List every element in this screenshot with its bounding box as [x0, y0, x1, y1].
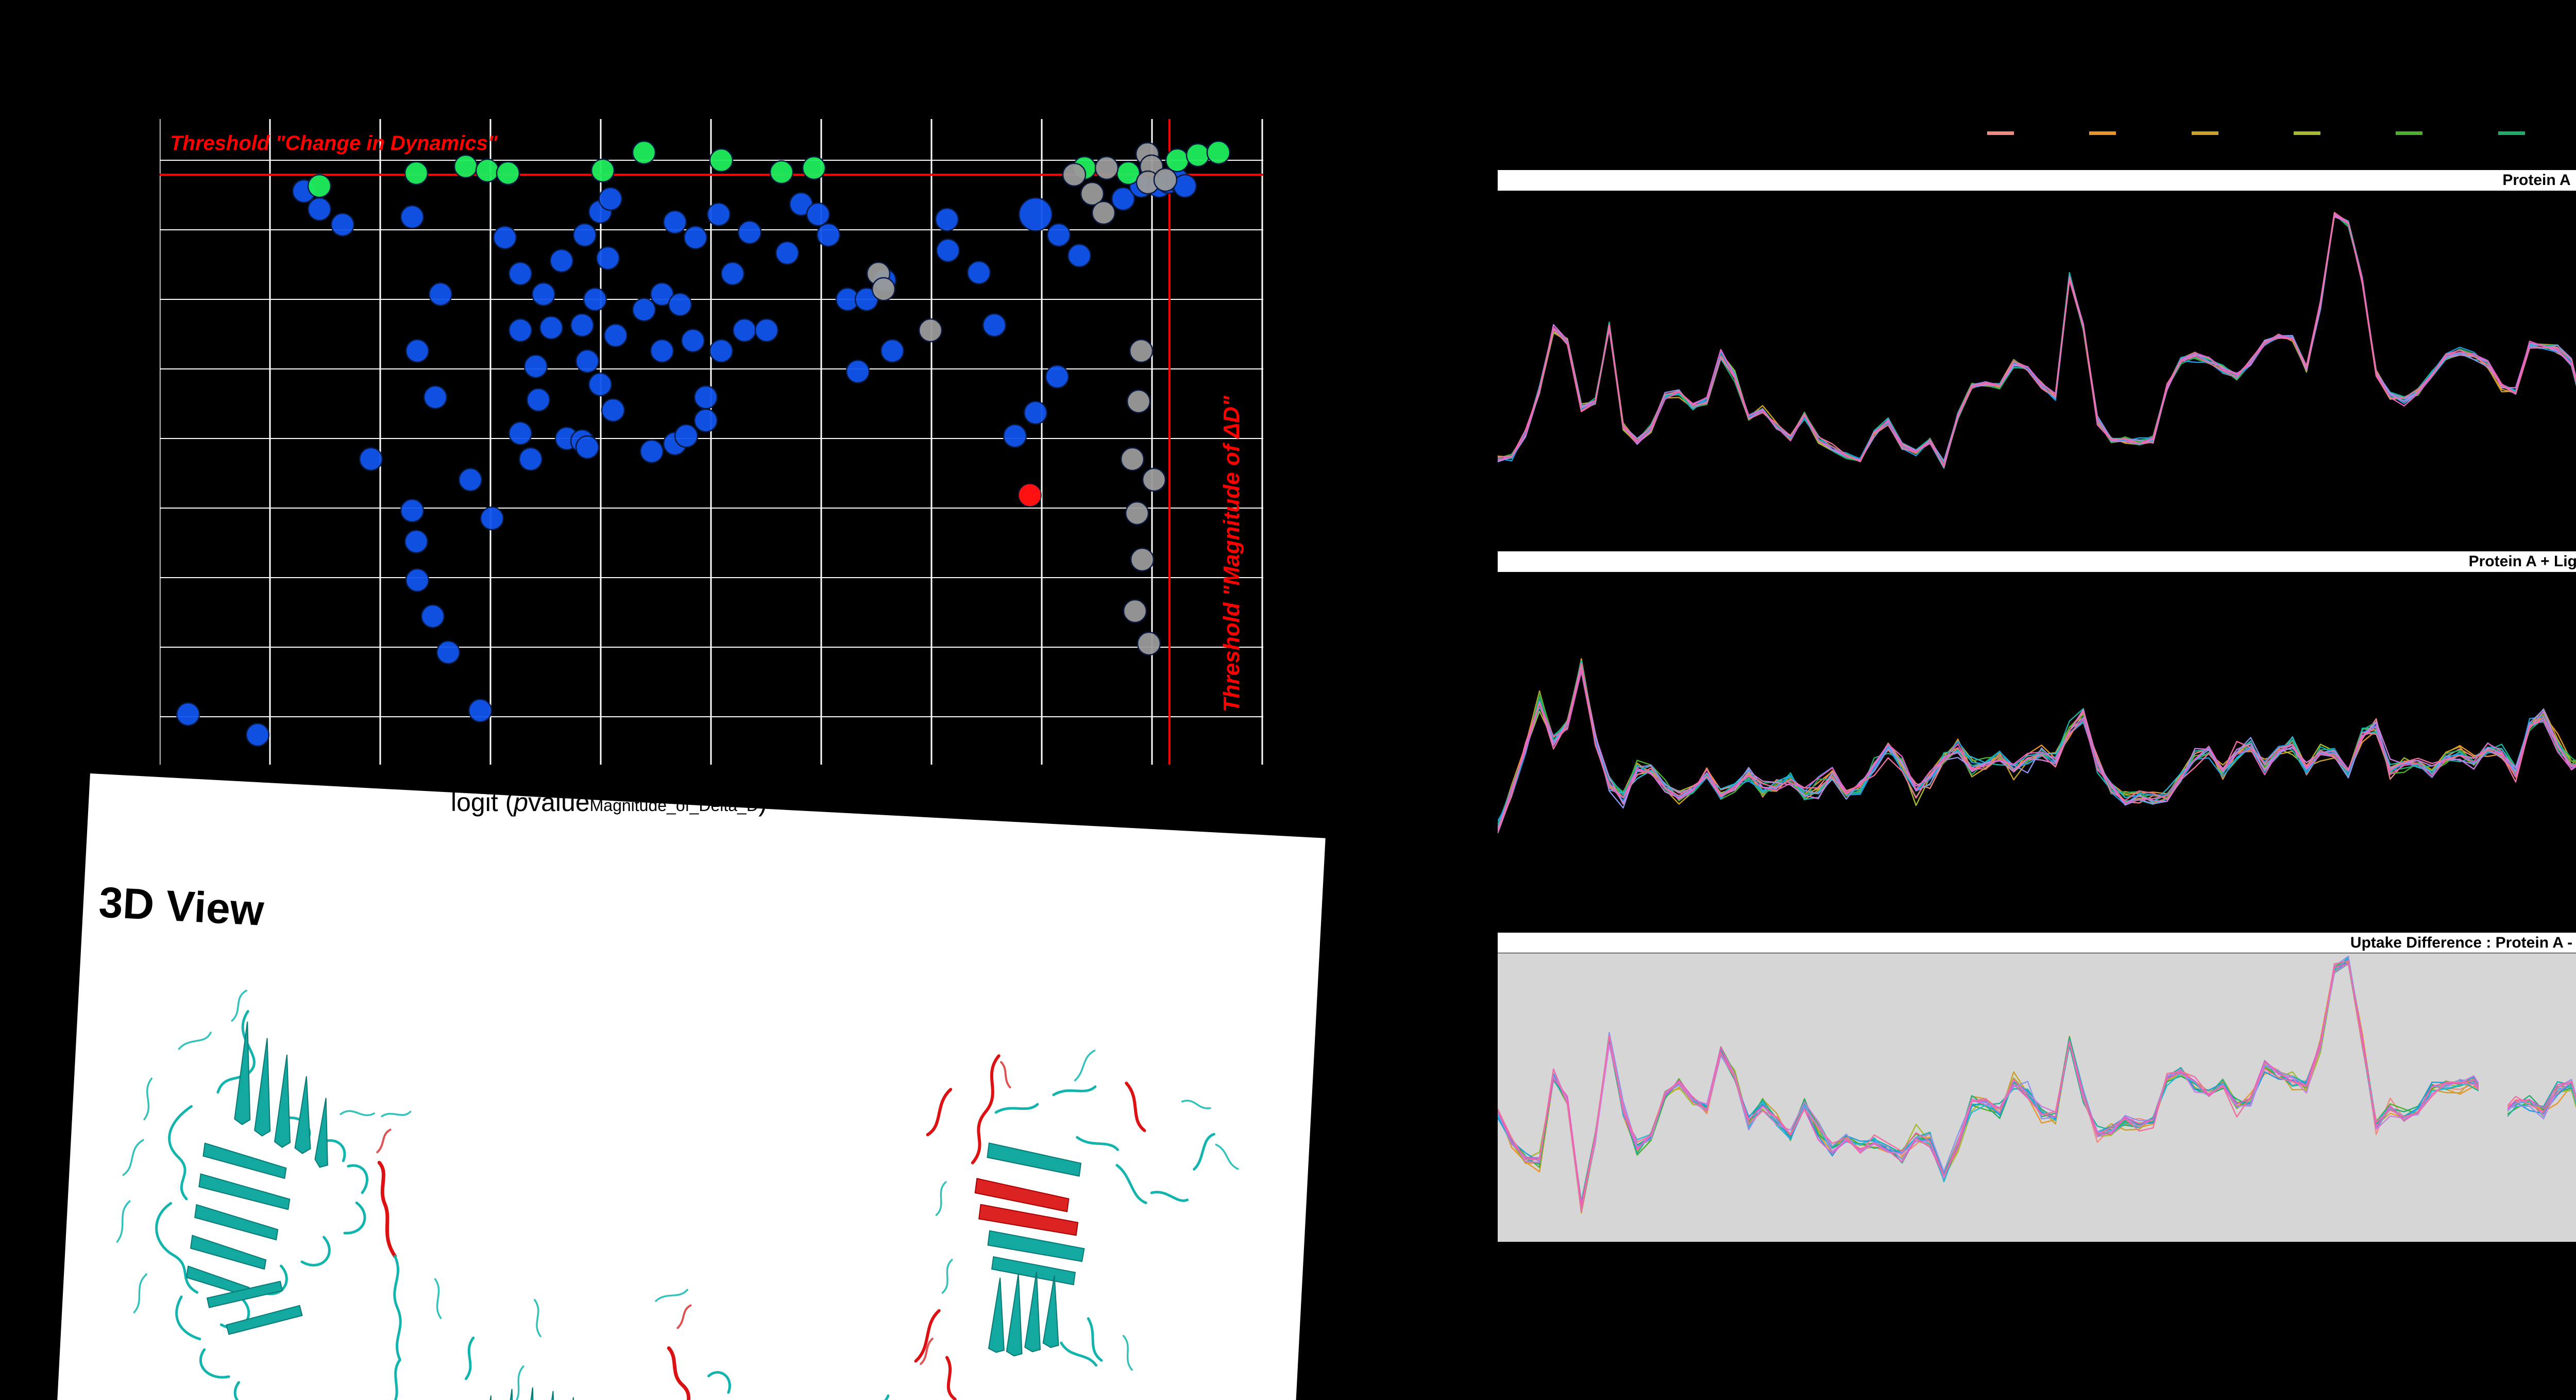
svg-text:Threshold "Change in Dynamics": Threshold "Change in Dynamics"	[170, 132, 498, 155]
svg-text:Threshold "Magnitude of ΔD": Threshold "Magnitude of ΔD"	[1219, 395, 1244, 712]
